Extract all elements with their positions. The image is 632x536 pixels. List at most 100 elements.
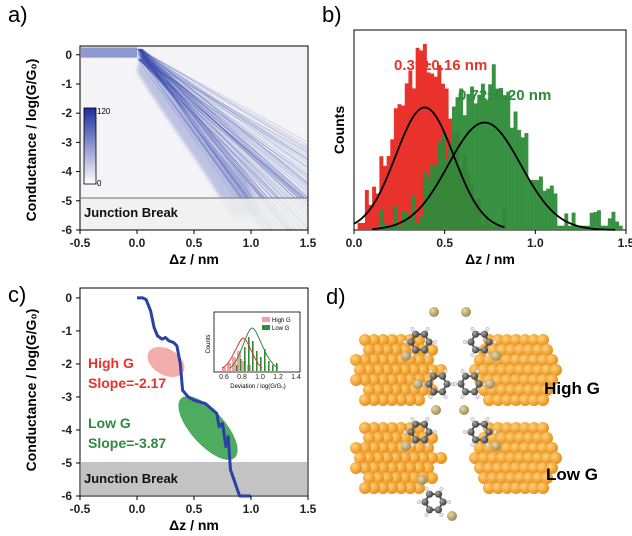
conductance-trace: [137, 296, 251, 498]
panel-a-ylabel: Conductance / log(G/G₀): [23, 59, 39, 222]
histogram-bar-red: [412, 88, 416, 230]
colorbar: [83, 107, 97, 185]
hydrogen-atom: [425, 327, 430, 332]
carbon-atom: [429, 388, 438, 396]
histogram-bar-green: [484, 100, 489, 231]
heatmap-trace: [140, 48, 309, 165]
gold-atom: [505, 364, 517, 376]
hydrogen-atom: [475, 394, 480, 399]
panel-c-ylabel: Conductance / log(G/G₀): [23, 309, 39, 472]
gold-atom: [492, 394, 504, 406]
panel-c-xtick-label: 0.5: [186, 502, 203, 516]
panel-b-ylabel: Counts: [331, 106, 347, 154]
gold-atom: [408, 472, 420, 484]
panel-c-ytick-label: -5: [61, 456, 72, 470]
hydrogen-atom: [410, 327, 415, 332]
histogram-bar-green: [466, 94, 471, 230]
gold-atom: [372, 472, 384, 484]
heatmap-trace: [142, 48, 309, 152]
heatmap-trace: [140, 52, 309, 211]
histogram-bar-red: [368, 204, 373, 230]
hydrogen-atom: [439, 512, 444, 517]
hydrogen-atom: [443, 394, 448, 399]
histogram-bar-green: [419, 216, 424, 230]
panel-c-chart: Junction Break High G Slope=-2.17 Low G …: [23, 287, 317, 533]
heatmap-trace: [140, 48, 309, 168]
inset-bar-red: [227, 363, 231, 371]
carbon-atom: [480, 436, 489, 444]
gold-atom: [492, 462, 504, 474]
panel-c-ytick-label: -6: [61, 489, 72, 503]
gold-atom: [541, 384, 553, 396]
gold-atom: [368, 374, 380, 386]
histogram-bar-green: [397, 225, 402, 230]
histogram-bar-red: [383, 165, 387, 230]
gold-atom: [404, 462, 416, 474]
heatmap-trace: [137, 48, 309, 146]
histogram-bar-green: [611, 211, 616, 230]
heatmap-trace: [142, 48, 309, 183]
heatmap-trace: [137, 54, 309, 204]
heatmap-trace: [136, 52, 309, 222]
histogram-bar-green: [448, 145, 453, 230]
histogram-bar-green: [567, 225, 572, 230]
heatmap-trace: [142, 48, 309, 199]
hydrogen-atom: [485, 327, 490, 332]
carbon-atom: [434, 490, 443, 498]
gold-atom: [368, 334, 380, 346]
gold-atom: [519, 394, 531, 406]
histogram-bar-red: [422, 43, 427, 230]
carbon-atom: [480, 330, 489, 338]
heatmap-trace: [138, 50, 309, 224]
heatmap-trace: [139, 55, 309, 159]
gold-atom: [528, 422, 540, 434]
hydrogen-atom: [443, 369, 448, 374]
histogram-bar-green: [473, 103, 478, 230]
carbon-atom: [421, 498, 429, 506]
heatmap-trace: [141, 58, 309, 176]
carbon-atom: [480, 420, 489, 428]
heatmap-trace: [140, 58, 309, 210]
inset-bar-red: [222, 367, 226, 371]
gold-atom: [363, 472, 375, 484]
gold-atom: [399, 452, 411, 464]
gold-atom: [377, 334, 389, 346]
gold-atom: [381, 384, 393, 396]
inset-bar-green: [240, 359, 242, 371]
histogram-bar-green: [495, 88, 500, 231]
histogram-bar-red: [433, 76, 438, 231]
inset-xtick: 0.6: [219, 374, 229, 381]
heatmap-trace: [139, 58, 309, 216]
gold-atom: [390, 364, 402, 376]
sulfur-atom: [459, 405, 469, 415]
histogram-bar-red: [357, 222, 362, 230]
inset-bar-green: [244, 347, 246, 371]
panel-c-ytick-label: -3: [61, 390, 72, 404]
heatmap-trace: [140, 58, 309, 219]
gold-atom: [386, 482, 398, 494]
gold-atom: [532, 364, 544, 376]
inset-ylabel: Counts: [206, 334, 212, 353]
panel-a-label: a): [8, 2, 28, 27]
histogram-bar-green: [524, 133, 529, 230]
carbon-atom: [471, 436, 480, 444]
fit-green: [372, 121, 616, 231]
gold-atom: [354, 364, 366, 376]
heatmap-trace: [139, 60, 309, 217]
gold-atom: [363, 452, 375, 464]
heatmap-trace: [140, 51, 309, 158]
gold-atom: [519, 354, 531, 366]
gold-atom: [377, 482, 389, 494]
gold-atom: [368, 354, 380, 366]
hydrogen-atom: [410, 417, 415, 422]
carbon-atom: [443, 380, 451, 388]
gold-atom: [359, 394, 371, 406]
gold-atom: [426, 344, 438, 356]
histogram-bar-red: [364, 189, 369, 230]
hydrogen-atom: [410, 442, 415, 447]
hydrogen-atom: [446, 499, 451, 504]
histogram-bar-green: [502, 95, 507, 231]
gold-atom: [386, 374, 398, 386]
gold-atom: [413, 442, 425, 454]
gold-atom: [435, 452, 447, 464]
